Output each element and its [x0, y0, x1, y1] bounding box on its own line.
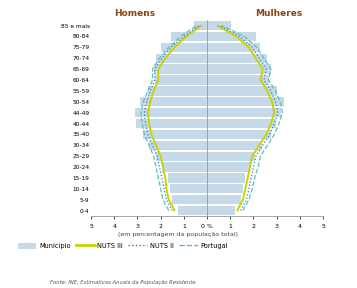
Bar	[178, 206, 207, 215]
Bar	[161, 43, 207, 52]
Text: Fonte: INE, Estimativas Anuais da População Residente.: Fonte: INE, Estimativas Anuais da Popula…	[50, 280, 197, 285]
Bar	[140, 97, 207, 106]
Bar	[207, 162, 250, 172]
Bar	[156, 54, 207, 63]
Bar	[162, 162, 207, 172]
Bar	[155, 75, 207, 85]
Bar	[207, 173, 245, 183]
Bar	[207, 43, 261, 52]
Text: (em percentagem da população total): (em percentagem da população total)	[119, 232, 238, 237]
Bar	[207, 206, 235, 215]
Bar	[156, 151, 207, 161]
Bar	[136, 119, 207, 128]
Bar	[207, 141, 262, 150]
Bar	[172, 195, 207, 204]
Bar	[207, 32, 256, 41]
Bar	[207, 184, 243, 194]
Bar	[135, 108, 207, 117]
Bar	[154, 65, 207, 74]
Bar	[194, 21, 207, 30]
Bar	[207, 97, 284, 106]
Bar	[207, 151, 255, 161]
Bar	[207, 21, 231, 30]
Legend: Município, NUTS III, NUTS II, Portugal: Município, NUTS III, NUTS II, Portugal	[17, 242, 228, 249]
Bar	[149, 141, 207, 150]
Bar	[207, 108, 281, 117]
Text: Mulheres: Mulheres	[255, 9, 303, 18]
Bar	[207, 54, 267, 63]
Bar	[207, 119, 276, 128]
Bar	[168, 173, 207, 183]
Bar	[143, 130, 207, 139]
Bar	[207, 75, 268, 85]
Bar	[207, 65, 271, 74]
Text: Homens: Homens	[115, 9, 156, 18]
Bar	[207, 195, 241, 204]
Bar	[207, 86, 277, 96]
Bar	[171, 32, 207, 41]
Bar	[207, 130, 271, 139]
Bar	[148, 86, 207, 96]
Bar	[170, 184, 207, 194]
